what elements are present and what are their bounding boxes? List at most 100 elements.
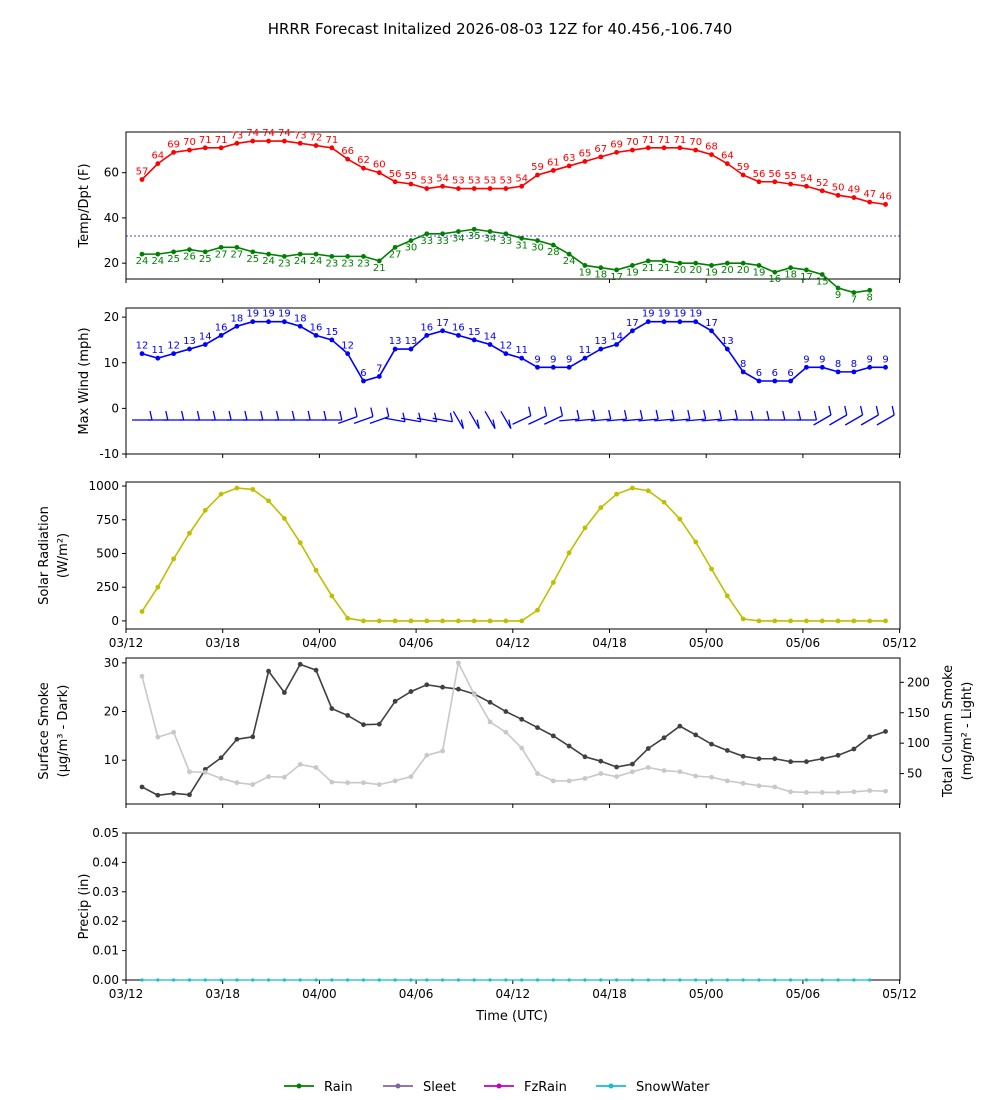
data-point-wind	[266, 319, 271, 325]
data-point-smoke_surface	[756, 756, 762, 762]
data-point-wind	[772, 378, 778, 384]
data-point-precip	[836, 978, 840, 982]
data-point-smoke_column	[171, 729, 177, 735]
data-point-solar	[851, 618, 857, 624]
data-point-solar	[582, 525, 588, 531]
data-point-smoke_column	[740, 780, 746, 786]
data-label-dewpoint: 24	[563, 256, 576, 267]
x-tick-label: 04/12	[496, 987, 531, 1001]
data-point-wind	[645, 319, 651, 325]
data-point-wind	[740, 369, 746, 375]
plot-frame	[125, 832, 901, 981]
data-point-temp	[519, 183, 525, 189]
wind-barb	[432, 417, 453, 423]
wind-barb-flag	[339, 410, 343, 421]
data-point-wind	[804, 364, 809, 370]
wind-barb	[416, 417, 437, 423]
data-point-smoke_surface	[313, 667, 319, 673]
data-point-smoke_column	[234, 780, 240, 786]
data-point-solar	[376, 618, 382, 624]
data-point-precip	[551, 978, 555, 982]
data-label-temp: 73	[231, 130, 244, 141]
x-tick-label: 03/12	[109, 987, 144, 1001]
data-point-smoke_surface	[519, 716, 525, 722]
data-point-wind	[313, 332, 319, 338]
data-point-solar	[566, 550, 572, 556]
data-label-dewpoint: 34	[452, 234, 465, 245]
data-point-smoke_column	[835, 790, 841, 795]
data-label-temp: 68	[705, 142, 718, 153]
data-point-precip	[662, 978, 666, 982]
data-point-smoke_column	[456, 660, 461, 666]
data-point-smoke_column	[709, 774, 714, 780]
wind-barb-flag	[655, 409, 659, 420]
data-label-dewpoint: 19	[579, 267, 592, 278]
data-point-temp	[266, 138, 271, 144]
data-point-smoke_surface	[851, 746, 857, 752]
data-point-smoke_column	[645, 765, 651, 770]
data-point-dewpoint	[281, 253, 287, 259]
x-tick-label: 05/06	[786, 636, 821, 650]
x-tick-label: 04/18	[592, 987, 627, 1001]
y-tick-label: 30	[104, 656, 119, 670]
data-label-temp: 53	[499, 176, 512, 187]
data-label-wind: 11	[579, 345, 592, 356]
data-point-smoke_surface	[424, 682, 430, 688]
data-label-wind: 9	[550, 354, 556, 365]
y-axis-unit: (μg/m³ - Dark)	[56, 685, 71, 778]
data-point-solar	[313, 567, 319, 573]
data-point-smoke_column	[772, 784, 778, 790]
data-point-temp	[535, 172, 540, 178]
data-point-smoke_column	[345, 780, 351, 786]
data-point-solar	[535, 607, 540, 613]
data-label-temp: 65	[579, 148, 592, 159]
data-point-smoke_surface	[361, 722, 366, 728]
data-point-precip	[694, 978, 698, 982]
data-point-temp	[851, 195, 857, 200]
data-label-wind: 14	[484, 332, 497, 343]
data-point-temp	[392, 179, 398, 185]
data-point-dewpoint	[693, 260, 699, 266]
data-point-wind	[187, 346, 192, 352]
x-axis-label: Time (UTC)	[475, 1009, 548, 1024]
data-point-dewpoint	[392, 244, 398, 250]
data-label-dewpoint: 25	[167, 254, 180, 265]
data-point-smoke_column	[376, 782, 382, 787]
data-point-precip	[203, 978, 207, 982]
data-label-dewpoint: 28	[547, 247, 560, 258]
data-point-wind	[819, 364, 825, 370]
wind-barb-flag	[703, 409, 707, 420]
data-label-wind: 7	[376, 363, 382, 374]
wind-barb-flag	[844, 405, 848, 416]
data-point-smoke_surface	[392, 698, 398, 704]
wind-barb	[338, 415, 358, 425]
data-point-temp	[408, 181, 414, 187]
data-label-wind: 15	[325, 327, 338, 338]
wind-barb-flag	[543, 406, 548, 416]
data-point-temp	[281, 138, 287, 144]
legend: Rain Sleet FzRain SnowWater	[284, 1080, 710, 1095]
y-tick-label: 20	[104, 256, 119, 270]
data-point-precip	[599, 978, 603, 982]
data-label-temp: 70	[689, 137, 702, 148]
legend-marker	[608, 1083, 614, 1089]
data-point-temp	[139, 177, 145, 182]
wind-barb	[669, 418, 690, 422]
y2-tick-label: 100	[907, 736, 930, 750]
data-point-smoke_surface	[788, 759, 794, 765]
data-point-smoke_surface	[171, 790, 177, 796]
data-point-wind	[440, 328, 445, 334]
wind-barb-flag	[687, 409, 691, 420]
wind-barb-flag	[492, 419, 496, 429]
data-point-solar	[756, 618, 762, 624]
y2-tick-label: 150	[907, 706, 930, 720]
data-point-solar	[724, 593, 730, 599]
data-point-smoke_column	[614, 774, 619, 780]
data-point-solar	[171, 556, 177, 562]
data-point-solar	[819, 618, 825, 624]
data-point-dewpoint	[171, 249, 177, 255]
data-point-dewpoint	[408, 238, 414, 243]
wind-barb-flag	[181, 410, 185, 421]
data-label-wind: 6	[360, 368, 366, 379]
